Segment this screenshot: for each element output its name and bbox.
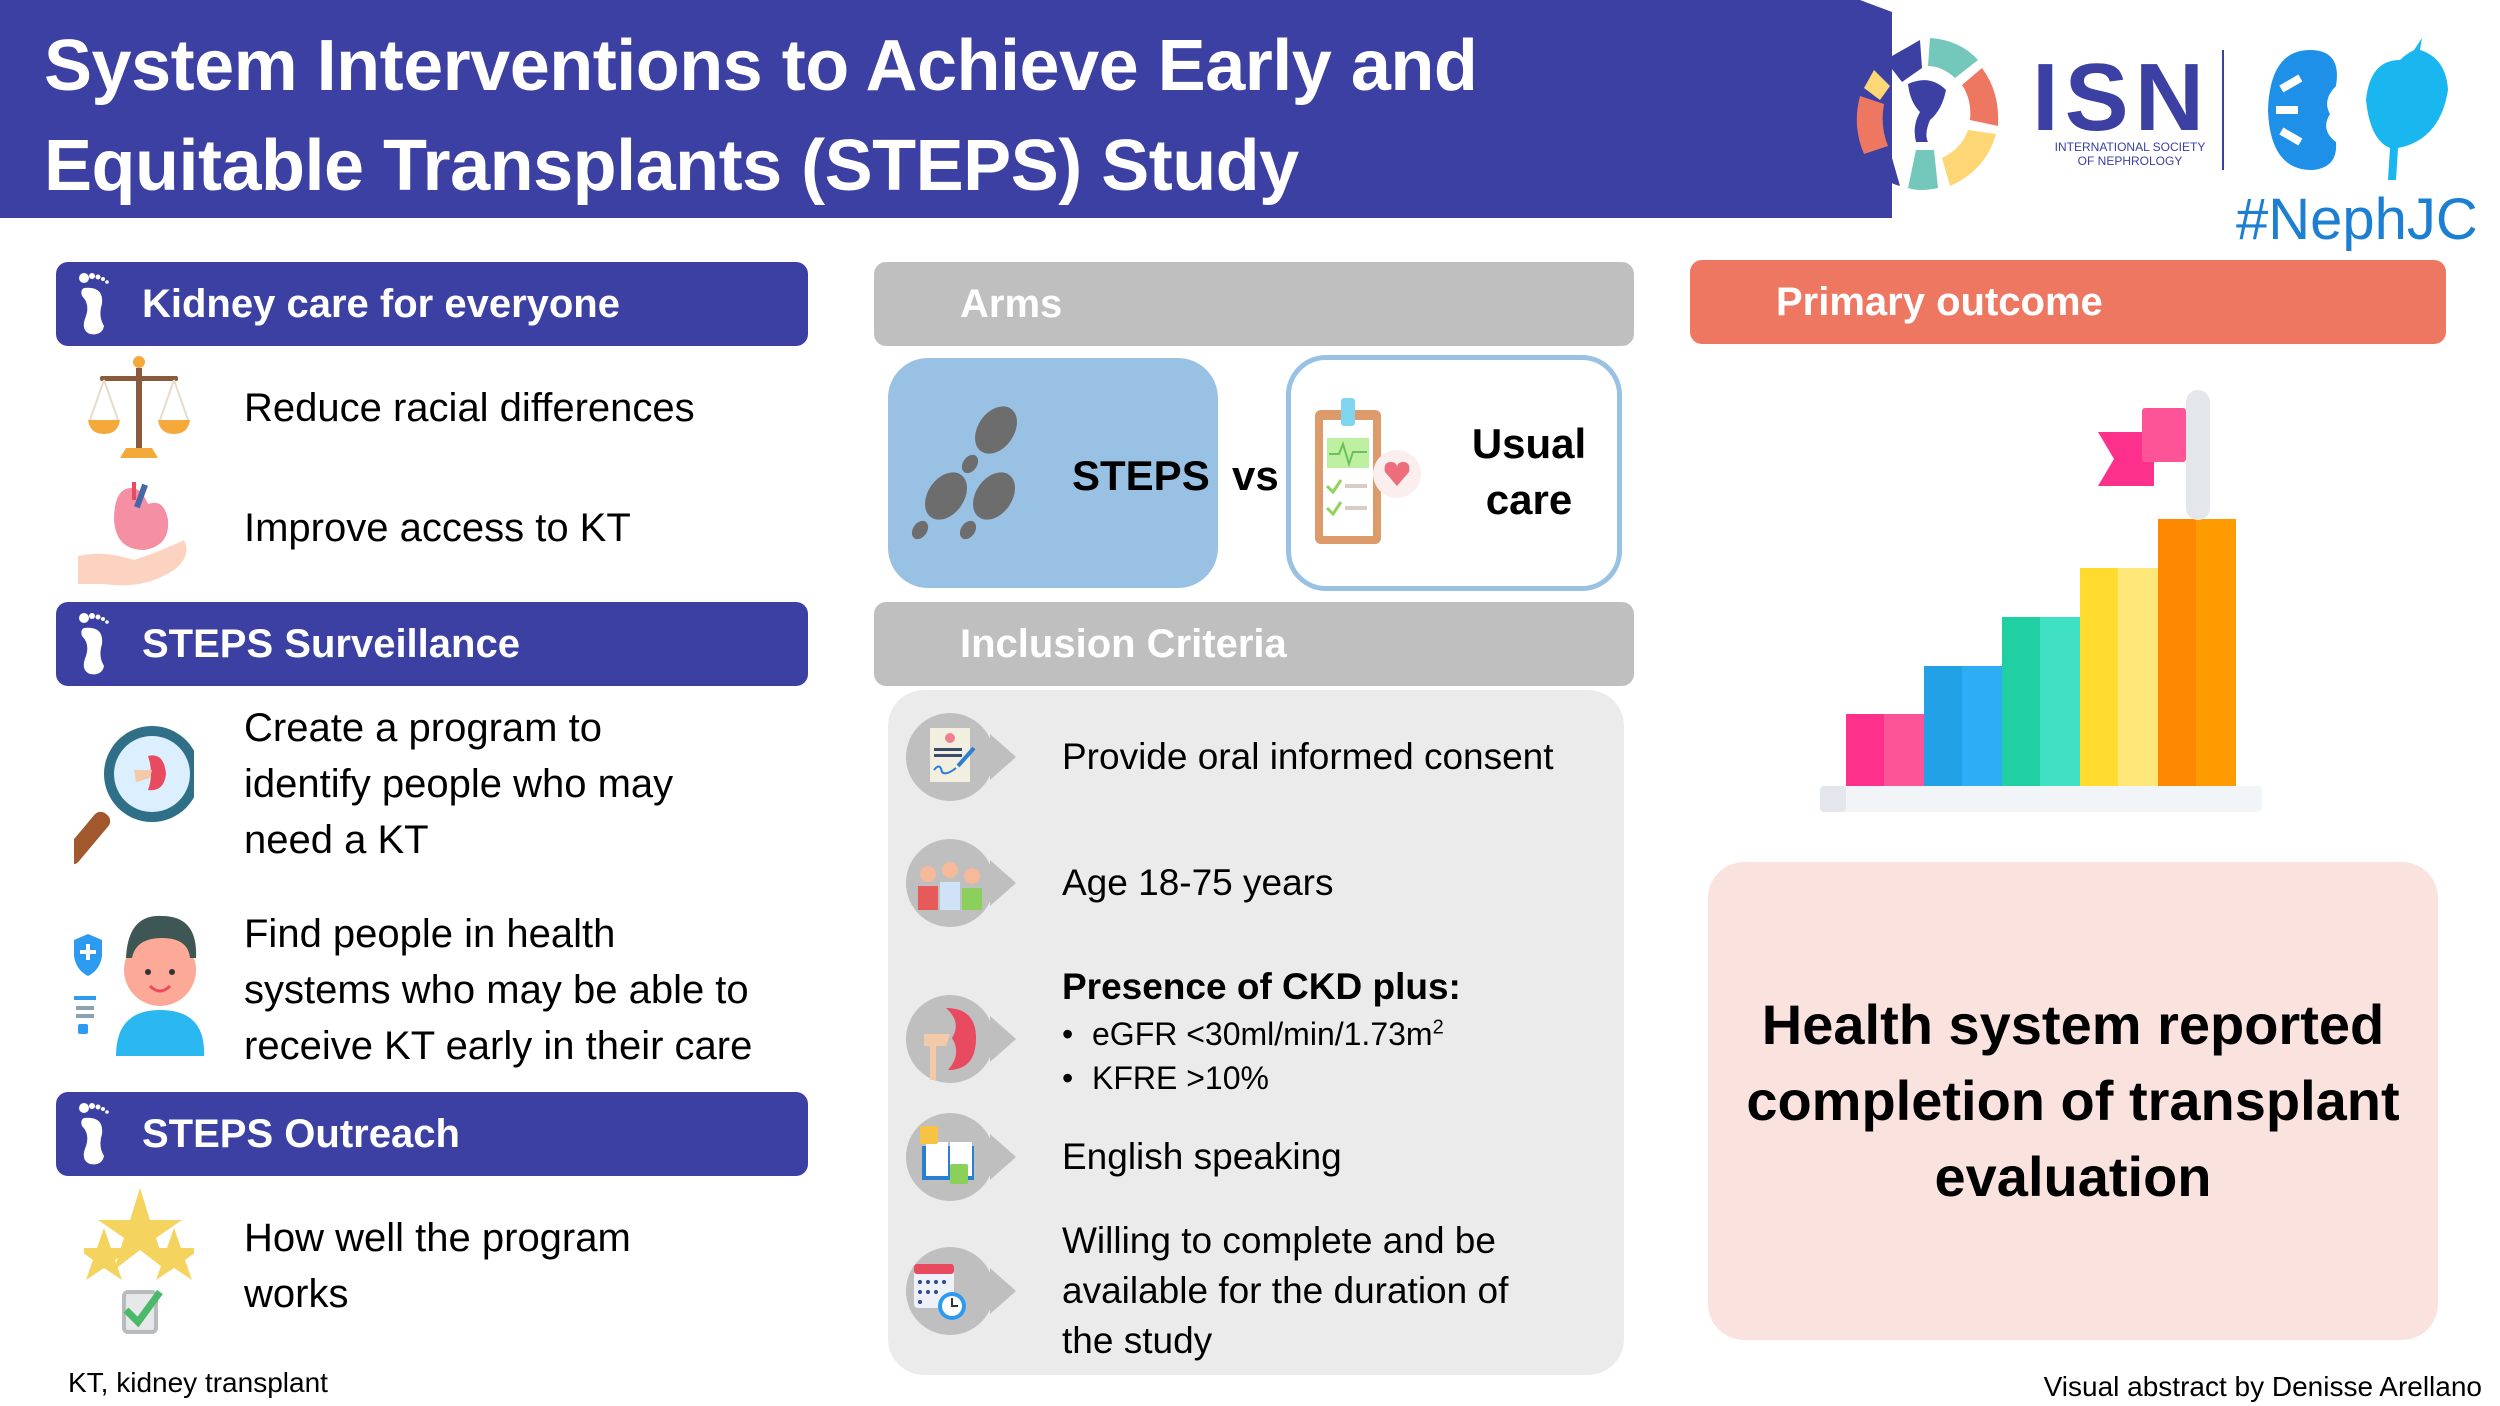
footsteps-icon bbox=[911, 406, 1017, 540]
item-text: How well the program works bbox=[244, 1210, 631, 1322]
footprint-icon bbox=[79, 1103, 109, 1165]
section-header-inclusion: Inclusion Criteria bbox=[874, 602, 1634, 686]
item-text-line: How well the program bbox=[244, 1216, 631, 1260]
item-text: Improve access to KT bbox=[244, 506, 631, 550]
item-text-line: Create a program to bbox=[244, 706, 602, 750]
section-header-surveillance: STEPS Surveillance bbox=[56, 602, 808, 686]
item-text-line: need a KT bbox=[244, 818, 429, 862]
criterion-bullet-kfre: KFRE >10% bbox=[1062, 1056, 1461, 1100]
primary-outcome-text: Health system reported completion of tra… bbox=[1746, 993, 2400, 1208]
stars-check-icon bbox=[84, 1188, 194, 1334]
criterion-text-line: the study bbox=[1062, 1320, 1213, 1361]
item-text-line: systems who may be able to bbox=[244, 968, 749, 1012]
criterion-text: Provide oral informed consent bbox=[1062, 736, 1554, 777]
isn-subtitle-line-1: INTERNATIONAL SOCIETY bbox=[2054, 140, 2206, 154]
criterion-text-line: Willing to complete and be bbox=[1062, 1220, 1496, 1261]
section-title: Arms bbox=[960, 282, 1063, 326]
nephjc-kidney-logo-icon bbox=[2268, 38, 2448, 180]
item-text: Find people in health systems who may be… bbox=[244, 906, 752, 1074]
section-title: Inclusion Criteria bbox=[960, 622, 1287, 666]
arm-label-line: Usual bbox=[1471, 420, 1587, 467]
clipboard-heart-icon bbox=[1315, 398, 1421, 544]
superscript: 2 bbox=[1432, 1016, 1444, 1039]
item-text: Reduce racial differences bbox=[244, 386, 695, 430]
arm-label-steps: STEPS bbox=[1072, 452, 1210, 499]
section-header-outreach: STEPS Outreach bbox=[56, 1092, 808, 1176]
magnifier-kidney-icon bbox=[74, 726, 194, 865]
kidney-icon bbox=[906, 995, 1016, 1083]
scales-icon bbox=[88, 356, 190, 458]
primary-outcome-card: Health system reported completion of tra… bbox=[1708, 862, 2438, 1340]
section-header-arms: Arms bbox=[874, 262, 1634, 346]
age-group-icon bbox=[906, 839, 1016, 927]
isn-subtitle: INTERNATIONAL SOCIETY OF NEPHROLOGY bbox=[2030, 140, 2230, 168]
author-credit: Visual abstract by Denisse Arellano bbox=[2043, 1371, 2482, 1402]
item-text-line: receive KT early in their care bbox=[244, 1024, 753, 1068]
bullet-text: eGFR <30ml/min/1.73m bbox=[1092, 1016, 1433, 1052]
arm-card-usual-care: Usual care bbox=[1286, 355, 1622, 591]
section-title: STEPS Surveillance bbox=[142, 622, 520, 666]
isn-logo-icon bbox=[1856, 38, 1999, 190]
criterion-bullets: eGFR <30ml/min/1.73m2 KFRE >10% bbox=[1062, 1012, 1461, 1100]
abbreviation-footnote: KT, kidney transplant bbox=[68, 1367, 328, 1398]
item-text-line: works bbox=[244, 1272, 349, 1316]
criterion-text: Presence of CKD plus: eGFR <30ml/min/1.7… bbox=[1062, 962, 1461, 1100]
item-text: Create a program to identify people who … bbox=[244, 700, 673, 868]
criterion-text: Willing to complete and be available for… bbox=[1062, 1216, 1508, 1366]
criterion-text: Age 18-75 years bbox=[1062, 862, 1334, 903]
title-banner bbox=[0, 0, 1892, 218]
kidney-in-hand-icon bbox=[78, 482, 187, 586]
section-title: STEPS Outreach bbox=[142, 1112, 460, 1156]
page-title: System Interventions to Achieve Early an… bbox=[44, 16, 1824, 216]
section-header-primary-outcome: Primary outcome bbox=[1690, 260, 2446, 344]
item-text-line: identify people who may bbox=[244, 762, 674, 806]
title-line-2: Equitable Transplants (STEPS) Study bbox=[44, 126, 1299, 206]
logo-divider bbox=[2222, 50, 2224, 170]
item-text-line: Find people in health bbox=[244, 912, 616, 956]
consent-document-icon bbox=[906, 713, 1016, 801]
footprint-icon bbox=[79, 613, 109, 675]
arm-label-line: care bbox=[1485, 476, 1573, 523]
calendar-clock-icon bbox=[906, 1247, 1016, 1335]
criterion-bullet-egfr: eGFR <30ml/min/1.73m2 bbox=[1062, 1012, 1461, 1056]
arm-label-usual-care: Usual care bbox=[1459, 416, 1599, 528]
criterion-text: English speaking bbox=[1062, 1136, 1342, 1177]
versus-label: vs bbox=[1232, 452, 1279, 499]
isn-subtitle-line-2: OF NEPHROLOGY bbox=[2077, 154, 2183, 168]
arm-card-steps: STEPS bbox=[888, 358, 1218, 588]
section-title: Primary outcome bbox=[1776, 280, 2103, 324]
isn-wordmark: ISN bbox=[2032, 44, 2211, 151]
person-shield-icon bbox=[74, 915, 205, 1056]
bullet-text: KFRE >10% bbox=[1092, 1060, 1269, 1096]
nephjc-hashtag: #NephJC bbox=[2236, 187, 2478, 252]
logo-group: ISN INTERNATIONAL SOCIETY OF NEPHROLOGY … bbox=[1850, 20, 2490, 260]
criterion-text-line: available for the duration of bbox=[1062, 1270, 1509, 1311]
footprint-icon bbox=[79, 273, 109, 335]
language-book-icon bbox=[906, 1113, 1016, 1201]
section-header-kidney-care: Kidney care for everyone bbox=[56, 262, 808, 346]
growth-chart-flag-icon bbox=[1820, 390, 2262, 812]
section-title: Kidney care for everyone bbox=[142, 282, 620, 326]
criterion-title: Presence of CKD plus: bbox=[1062, 966, 1461, 1007]
title-line-1: System Interventions to Achieve Early an… bbox=[44, 26, 1478, 106]
